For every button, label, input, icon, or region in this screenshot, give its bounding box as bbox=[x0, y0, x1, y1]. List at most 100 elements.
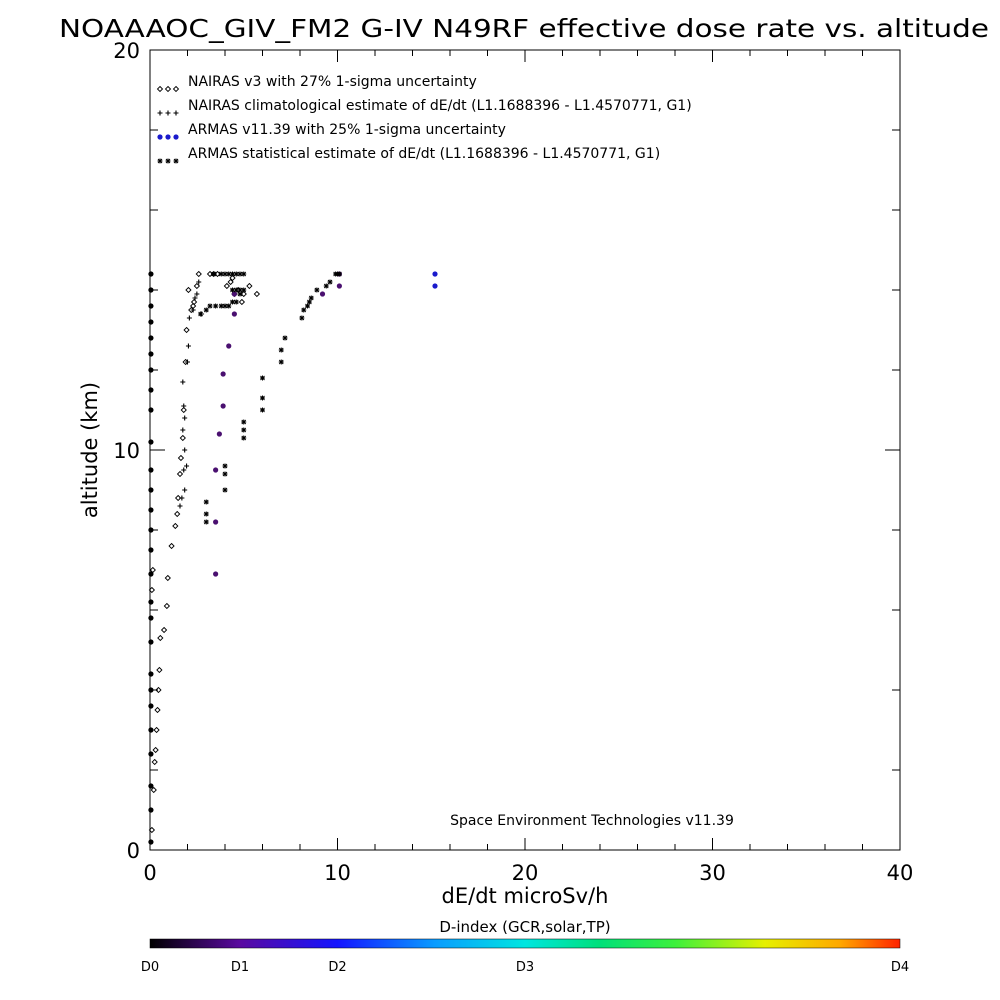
data-point bbox=[148, 571, 154, 577]
data-point bbox=[203, 307, 209, 313]
data-point bbox=[148, 467, 154, 473]
data-layer bbox=[148, 270, 438, 845]
legend-marker bbox=[172, 85, 180, 93]
data-point bbox=[181, 467, 187, 473]
data-point bbox=[150, 786, 157, 794]
data-point bbox=[233, 299, 239, 305]
series-diamond bbox=[148, 270, 261, 834]
data-point bbox=[211, 271, 217, 277]
data-point bbox=[222, 271, 228, 277]
data-point bbox=[260, 407, 265, 413]
data-point bbox=[185, 286, 192, 294]
data-point bbox=[180, 379, 186, 385]
x-tick-label: 40 bbox=[887, 861, 914, 885]
data-point bbox=[282, 335, 288, 341]
y-axis-label: altitude (km) bbox=[78, 382, 102, 518]
legend-marker bbox=[165, 110, 171, 116]
x-tick-label: 10 bbox=[324, 861, 351, 885]
data-point bbox=[229, 274, 236, 282]
data-point bbox=[216, 431, 222, 437]
legend-label: NAIRAS v3 with 27% 1-sigma uncertainty bbox=[188, 74, 477, 90]
colorbar-label: D0 bbox=[141, 960, 159, 975]
colorbar-label: D3 bbox=[516, 960, 534, 975]
data-point bbox=[148, 507, 154, 513]
data-point bbox=[182, 447, 188, 453]
data-point bbox=[237, 291, 243, 297]
data-point bbox=[299, 315, 305, 321]
data-point bbox=[238, 298, 246, 306]
data-point bbox=[231, 311, 237, 317]
colorbar-label: D4 bbox=[891, 960, 909, 975]
series-star bbox=[198, 271, 342, 525]
data-point bbox=[148, 615, 154, 621]
data-point bbox=[163, 602, 171, 610]
data-point bbox=[153, 726, 160, 734]
data-point bbox=[154, 706, 161, 714]
data-point bbox=[179, 434, 186, 442]
data-point bbox=[148, 783, 154, 789]
data-point bbox=[253, 290, 261, 298]
data-point bbox=[226, 343, 232, 349]
data-point bbox=[198, 311, 204, 317]
data-point bbox=[213, 467, 219, 473]
data-point bbox=[203, 519, 209, 525]
data-point bbox=[195, 270, 202, 278]
data-point bbox=[193, 282, 201, 290]
legend-marker bbox=[157, 110, 163, 116]
data-point bbox=[237, 271, 243, 277]
data-point bbox=[176, 470, 184, 478]
data-point bbox=[157, 634, 164, 642]
legend-marker bbox=[165, 158, 171, 164]
data-point bbox=[148, 839, 154, 845]
data-point bbox=[241, 287, 247, 293]
data-point bbox=[148, 547, 154, 553]
data-point bbox=[155, 686, 162, 694]
data-point bbox=[222, 303, 228, 309]
data-point bbox=[151, 758, 158, 766]
y-tick-label: 10 bbox=[113, 439, 140, 463]
data-point bbox=[231, 291, 237, 297]
data-point bbox=[237, 287, 243, 293]
plot-frame bbox=[149, 49, 901, 851]
colorbar-title: D-index (GCR,solar,TP) bbox=[439, 918, 610, 936]
data-point bbox=[260, 395, 265, 401]
tick-labels: 0 10 20 30 40 0 10 20 bbox=[113, 39, 913, 885]
data-point bbox=[260, 375, 265, 381]
data-point bbox=[207, 303, 213, 309]
data-point bbox=[213, 571, 219, 577]
data-point bbox=[336, 283, 342, 289]
data-point bbox=[230, 299, 235, 305]
data-point bbox=[233, 271, 239, 277]
x-tick-label: 0 bbox=[143, 861, 156, 885]
colorbar-label: D1 bbox=[231, 960, 249, 975]
x-axis-label: dE/dt microSv/h bbox=[442, 884, 609, 908]
data-point bbox=[148, 527, 154, 533]
data-point bbox=[233, 287, 239, 293]
data-point bbox=[148, 319, 154, 325]
legend-label: NAIRAS climatological estimate of dE/dt … bbox=[188, 98, 692, 114]
data-point bbox=[148, 303, 154, 309]
data-point bbox=[306, 299, 312, 305]
data-point bbox=[278, 347, 284, 353]
data-point bbox=[179, 495, 185, 501]
data-point bbox=[213, 519, 219, 525]
data-point bbox=[148, 439, 154, 445]
data-point bbox=[336, 271, 342, 277]
data-point bbox=[222, 463, 228, 469]
data-point bbox=[148, 599, 154, 605]
data-point bbox=[203, 511, 209, 517]
data-point bbox=[148, 335, 154, 341]
data-point bbox=[220, 371, 226, 377]
data-point bbox=[226, 271, 232, 277]
data-point bbox=[148, 387, 154, 393]
data-point bbox=[241, 427, 247, 433]
data-point bbox=[226, 303, 232, 309]
data-point bbox=[196, 279, 202, 285]
data-point bbox=[148, 351, 154, 357]
data-point bbox=[181, 403, 187, 409]
legend-label: ARMAS v11.39 with 25% 1-sigma uncertaint… bbox=[188, 122, 506, 138]
data-point bbox=[218, 303, 224, 309]
data-point bbox=[174, 510, 181, 518]
data-point bbox=[203, 499, 209, 505]
data-point bbox=[148, 271, 154, 277]
